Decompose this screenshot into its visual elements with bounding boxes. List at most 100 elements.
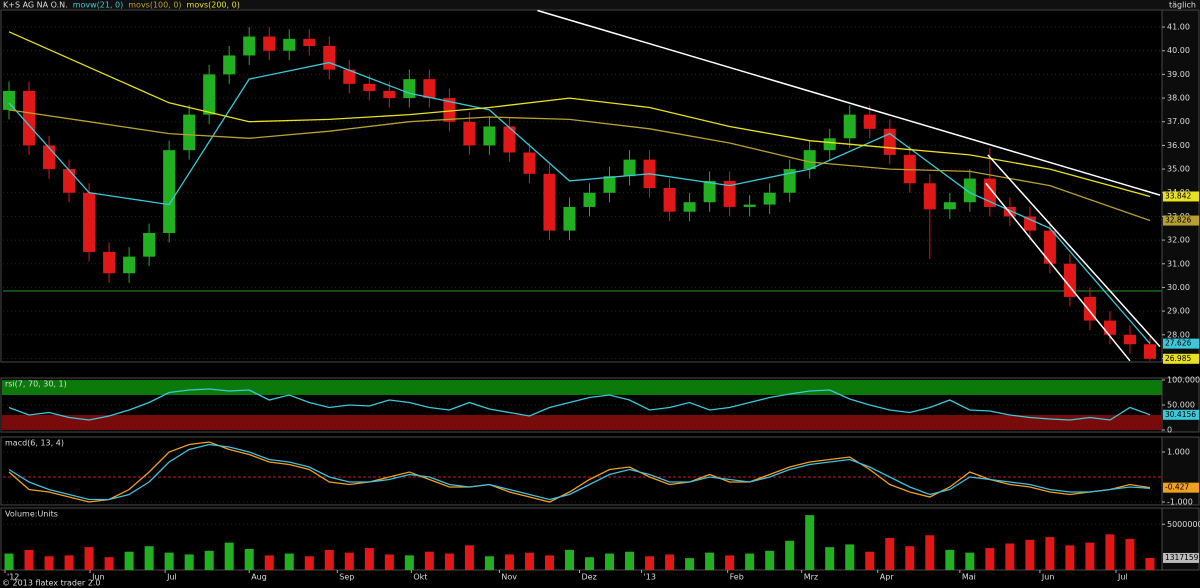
volume-bar bbox=[945, 549, 955, 570]
volume-bar bbox=[865, 551, 875, 570]
volume-bar bbox=[985, 548, 995, 570]
x-tick-label: Mrz bbox=[804, 573, 818, 582]
panel-title: rsi(7, 70, 30, 1) bbox=[5, 380, 67, 389]
indicator-line bbox=[8, 441, 1151, 503]
volume-bar bbox=[805, 515, 815, 570]
volume-bar bbox=[544, 555, 554, 570]
volume-bar bbox=[905, 546, 915, 570]
legend-entry: movs(200, 0) bbox=[187, 1, 240, 10]
volume-bar bbox=[745, 553, 755, 570]
candle-body bbox=[923, 183, 936, 210]
period: täglich bbox=[1169, 1, 1196, 10]
x-tick-label: Nov bbox=[501, 573, 517, 582]
candle-body bbox=[543, 173, 556, 231]
moving-average bbox=[8, 61, 1151, 345]
candle-body bbox=[463, 121, 476, 146]
y-tick-label: 39.00 bbox=[1167, 70, 1190, 79]
end-label: 1317159 bbox=[1165, 553, 1199, 562]
volume-bar bbox=[4, 553, 14, 570]
candle-body bbox=[1023, 216, 1036, 231]
candle-body bbox=[243, 36, 256, 56]
candle-body bbox=[123, 256, 136, 274]
candle-body bbox=[963, 178, 976, 203]
end-label-box bbox=[1163, 482, 1199, 493]
y-tick-label: 1.000 bbox=[1167, 448, 1190, 457]
x-tick-label: Dez bbox=[581, 573, 596, 582]
y-tick-label: 31.00 bbox=[1167, 259, 1190, 268]
y-tick-label: 35.00 bbox=[1167, 165, 1190, 174]
end-label: 27.626 bbox=[1165, 339, 1191, 348]
x-tick-label: Mai bbox=[962, 573, 976, 582]
candle-body bbox=[683, 202, 696, 212]
candle-body bbox=[363, 83, 376, 91]
end-label-box bbox=[1163, 552, 1199, 563]
candle-body bbox=[43, 145, 56, 170]
panel bbox=[0, 436, 1163, 506]
candle-body bbox=[83, 192, 96, 252]
copyright: © 2013 flatex trader 2.0 bbox=[2, 579, 100, 588]
candle-body bbox=[843, 114, 856, 139]
volume-bar bbox=[765, 550, 775, 570]
candle-body bbox=[143, 232, 156, 257]
y-tick-label: 28.00 bbox=[1167, 330, 1190, 339]
y-tick-label: 36.00 bbox=[1167, 141, 1190, 150]
candle-body bbox=[563, 206, 576, 231]
candle-body bbox=[763, 192, 776, 205]
volume-bar bbox=[84, 547, 94, 570]
indicator-line bbox=[8, 443, 1151, 501]
x-tick-label: Apr bbox=[880, 573, 895, 582]
candle-body bbox=[623, 159, 636, 177]
candle-body bbox=[283, 38, 296, 51]
candle-body bbox=[783, 169, 796, 193]
volume-bar bbox=[685, 558, 695, 570]
volume-bar bbox=[24, 549, 34, 570]
panel-title: Volume:Units bbox=[5, 510, 58, 519]
trend-line bbox=[987, 154, 1161, 348]
volume-bar bbox=[244, 548, 254, 570]
volume-bar bbox=[484, 556, 494, 570]
x-tick-label: '12 bbox=[7, 573, 19, 582]
candle-body bbox=[483, 126, 496, 146]
end-label-box bbox=[1163, 215, 1199, 226]
volume-bar bbox=[1005, 543, 1015, 570]
candle-body bbox=[863, 114, 876, 129]
volume-bar bbox=[665, 554, 675, 570]
volume-bar bbox=[885, 537, 895, 570]
volume-bar bbox=[264, 555, 274, 570]
candle-body bbox=[1143, 344, 1156, 359]
candle-body bbox=[223, 55, 236, 75]
candle-body bbox=[943, 202, 956, 210]
volume-bar bbox=[965, 552, 975, 570]
end-label: 33.842 bbox=[1165, 191, 1191, 200]
candle-body bbox=[263, 36, 276, 51]
axis-strip bbox=[1161, 436, 1200, 506]
indicator-line bbox=[8, 388, 1151, 421]
volume-bar bbox=[1145, 557, 1155, 570]
volume-bar bbox=[585, 557, 595, 570]
y-tick-label: 40.00 bbox=[1167, 46, 1190, 55]
volume-bar bbox=[324, 549, 334, 570]
y-tick-label: 37.00 bbox=[1167, 117, 1190, 126]
volume-bar bbox=[284, 553, 294, 570]
candle-body bbox=[503, 126, 516, 153]
y-tick-label: 5000000 bbox=[1167, 520, 1200, 529]
volume-bar bbox=[925, 535, 935, 570]
x-tick-label: Jul bbox=[166, 573, 177, 582]
x-tick-label: Jul bbox=[1117, 573, 1128, 582]
candle-body bbox=[343, 69, 356, 84]
y-tick-label: 50.000 bbox=[1167, 401, 1195, 410]
volume-bar bbox=[204, 550, 214, 570]
volume-bar bbox=[825, 547, 835, 570]
volume-bar bbox=[304, 556, 314, 570]
volume-bar bbox=[1025, 539, 1035, 570]
volume-bar bbox=[625, 551, 635, 570]
candle-body bbox=[203, 74, 216, 115]
volume-bar bbox=[1125, 538, 1135, 570]
candle-body bbox=[803, 150, 816, 170]
candle-body bbox=[743, 204, 756, 207]
candle-body bbox=[383, 90, 396, 99]
legend-entry: movw(21, 0) bbox=[73, 1, 124, 10]
candle-body bbox=[723, 180, 736, 207]
zone bbox=[2, 415, 1162, 430]
volume-bar bbox=[64, 555, 74, 570]
